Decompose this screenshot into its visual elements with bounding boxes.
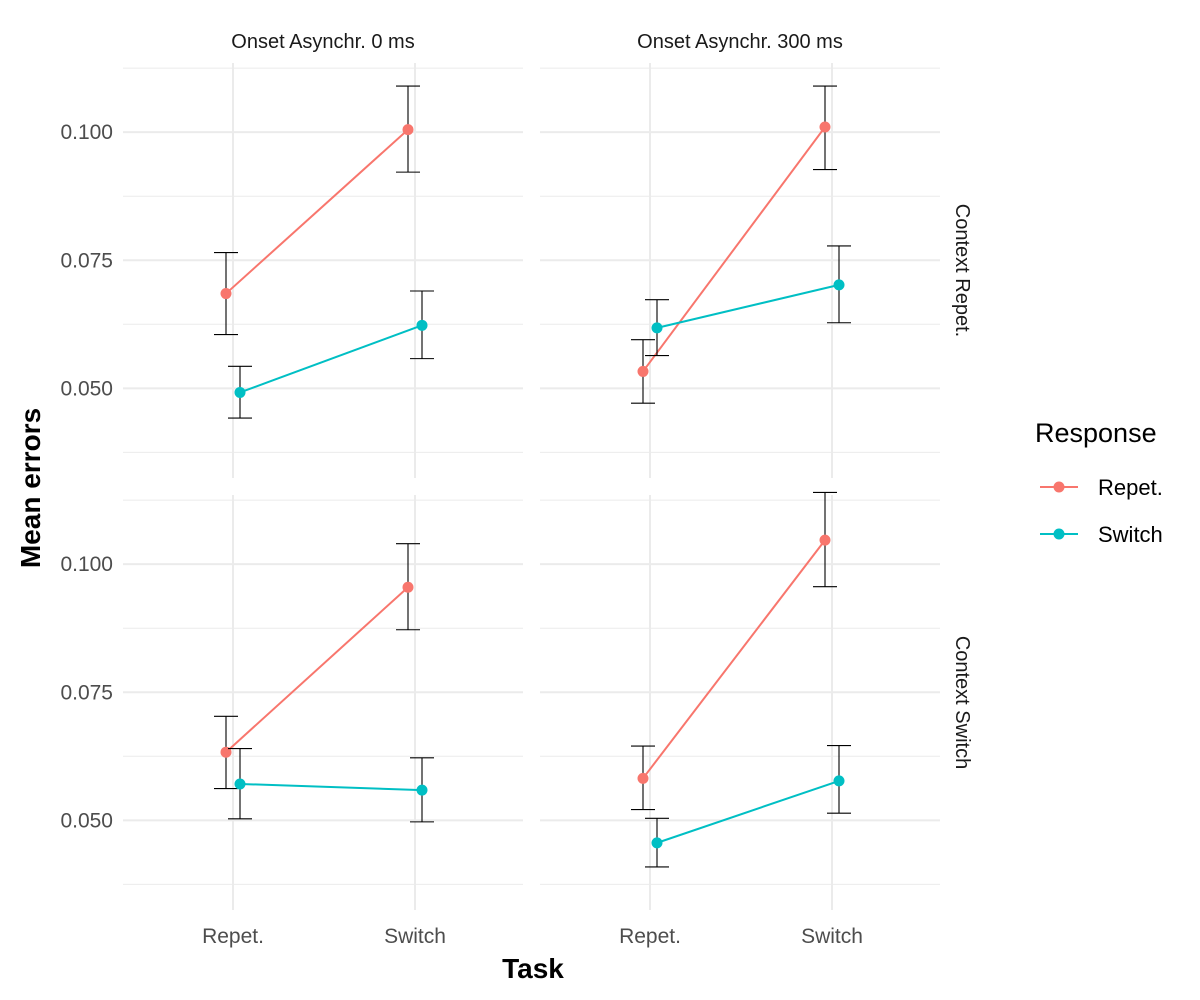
data-point (220, 288, 232, 300)
data-point (416, 319, 428, 331)
data-point (637, 365, 649, 377)
panel-grid (540, 495, 940, 910)
x-tick-label: Switch (384, 925, 446, 948)
y-tick-label: 0.100 (60, 121, 113, 144)
panel-data (214, 543, 434, 823)
legend: Response Repet. Switch (1035, 418, 1163, 547)
facet-row-label: Context Switch (951, 636, 973, 769)
data-point (234, 778, 246, 790)
panel-data (631, 85, 851, 404)
series-line-repet (642, 539, 826, 779)
facet-column-label: Onset Asynchr. 300 ms (637, 31, 843, 53)
data-point (416, 784, 428, 796)
facet-row-label: Context Repet. (951, 204, 973, 337)
data-point (234, 386, 246, 398)
series-line-switch (656, 779, 840, 844)
x-tick-label: Repet. (202, 925, 264, 948)
x-axis-title: Task (502, 953, 564, 984)
panel-grid (123, 495, 523, 910)
legend-items: Repet. Switch (1040, 475, 1163, 547)
data-point (651, 322, 663, 334)
y-axis-title: Mean errors (15, 408, 46, 568)
legend-key-point (1053, 481, 1065, 493)
data-point (637, 772, 649, 784)
data-point (651, 837, 663, 849)
panel-grid (540, 63, 940, 478)
y-tick-label: 0.075 (60, 249, 113, 272)
data-point (402, 581, 414, 593)
legend-key-point (1053, 528, 1065, 540)
series-line-repet (225, 128, 409, 295)
data-point (402, 124, 414, 136)
data-point (833, 279, 845, 291)
data-point (819, 534, 831, 546)
y-tick-label: 0.050 (60, 809, 113, 832)
series-line-repet (225, 586, 409, 753)
y-tick-label: 0.075 (60, 681, 113, 704)
x-tick-label: Switch (801, 925, 863, 948)
panel-data (214, 85, 434, 419)
legend-title: Response (1035, 418, 1157, 448)
panel-grid (123, 63, 523, 478)
facet-column-label: Onset Asynchr. 0 ms (231, 31, 414, 53)
x-tick-label: Repet. (619, 925, 681, 948)
data-point (220, 746, 232, 758)
panels-layer: 0.050 0.075 0.100 0.050 0.075 0.100 Repet. Swit… (60, 31, 973, 948)
panel-data (631, 491, 851, 868)
data-point (833, 775, 845, 787)
y-tick-label: 0.050 (60, 377, 113, 400)
series-line-switch (656, 283, 840, 329)
series-line-repet (642, 126, 826, 373)
legend-label: Switch (1098, 522, 1163, 547)
legend-label: Repet. (1098, 475, 1163, 500)
y-tick-label: 0.100 (60, 553, 113, 576)
series-line-switch (239, 782, 423, 792)
series-line-switch (239, 324, 423, 394)
data-point (819, 121, 831, 133)
